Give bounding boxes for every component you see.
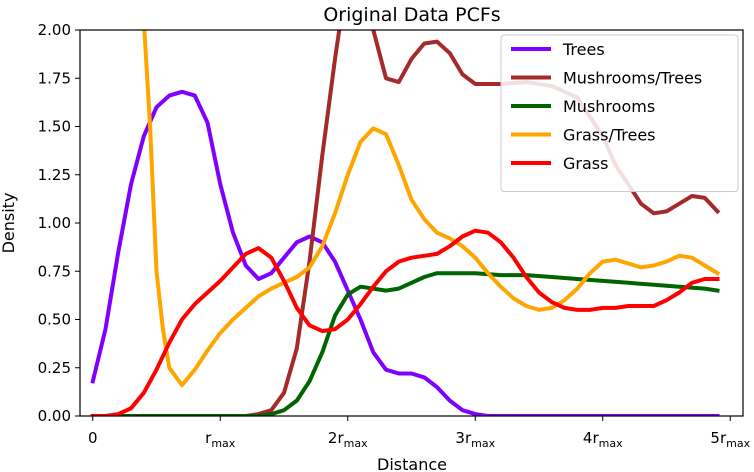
x-tick-label: 3rmax — [455, 429, 495, 450]
y-tick-label: 1.00 — [38, 214, 71, 232]
x-tick-label: 0 — [88, 429, 98, 447]
series-line-1 — [90, 30, 721, 416]
legend-label: Mushrooms — [563, 97, 655, 116]
series-line-3 — [142, 30, 721, 388]
legend-label: Mushrooms/Trees — [563, 69, 702, 88]
y-tick-label: 0.50 — [38, 311, 71, 329]
legend: Trees Mushrooms/Trees Mushrooms Grass/Trees… — [500, 34, 739, 192]
series-layer — [90, 30, 721, 416]
legend-label: Trees — [562, 40, 605, 59]
x-tick-label: 2rmax — [328, 429, 368, 450]
x-tick-subscript: max — [471, 437, 495, 450]
ticks-layer: 0 rmax 2rmax 3rmax 4rmax 5rmax 0.00 0.25 0.50 0.7… — [38, 21, 751, 450]
y-tick-label: 1.25 — [38, 166, 71, 184]
series-line-2 — [90, 271, 720, 416]
y-tick-label: 2.00 — [38, 21, 71, 39]
chart-title: Original Data PCFs — [323, 4, 500, 26]
x-tick-label: rmax — [205, 429, 236, 450]
legend-label: Grass — [563, 154, 608, 173]
x-tick-subscript: max — [344, 437, 368, 450]
y-tick-label: 0.75 — [38, 262, 71, 280]
x-tick-subscript: max — [726, 437, 750, 450]
y-tick-label: 0.25 — [38, 359, 71, 377]
series-line-4 — [90, 228, 720, 416]
y-tick-label: 1.50 — [38, 118, 71, 136]
legend-label: Grass/Trees — [563, 126, 656, 145]
y-axis-label: Density — [0, 193, 18, 254]
x-tick-subscript: max — [599, 437, 623, 450]
x-tick-label: 4rmax — [583, 429, 623, 450]
legend-box — [500, 34, 739, 192]
x-axis-label: Distance — [377, 455, 447, 472]
y-tick-label: 0.00 — [38, 407, 71, 425]
x-tick-subscript: max — [211, 437, 235, 450]
y-tick-label: 1.75 — [38, 69, 71, 87]
x-tick-label: 5rmax — [710, 429, 750, 450]
